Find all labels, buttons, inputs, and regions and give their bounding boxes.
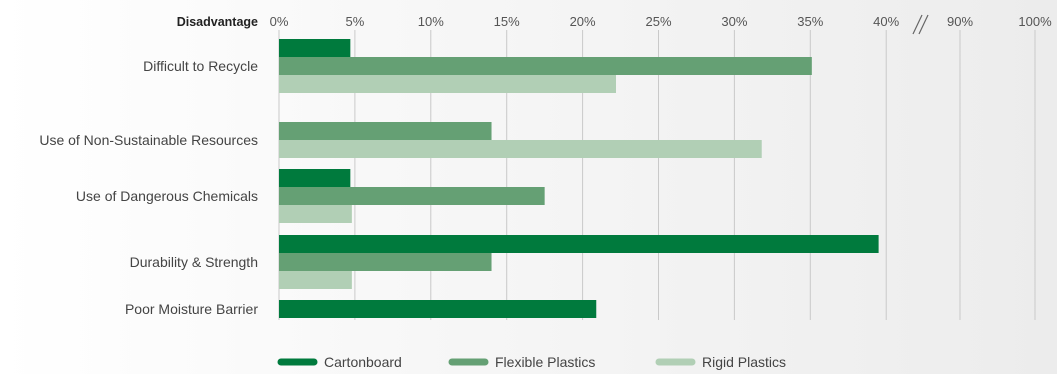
x-tick-label: 90% [947, 14, 973, 29]
x-tick-label: 10% [418, 14, 444, 29]
bar-cartonboard [279, 300, 597, 318]
category-label: Difficult to Recycle [143, 58, 258, 74]
bar-rigid-plastics [279, 271, 352, 289]
axis-title: Disadvantage [177, 15, 258, 29]
bar-rigid-plastics [279, 75, 616, 93]
bar-flexible-plastics [279, 122, 492, 140]
category-label: Poor Moisture Barrier [125, 301, 258, 317]
x-tick-label: 30% [721, 14, 747, 29]
x-axis-ticks: 0% 5% 10% 15% 20% 25% 30% 35% 40% 90% 100% [270, 14, 1052, 29]
legend-label: Flexible Plastics [495, 354, 595, 370]
bar-flexible-plastics [279, 253, 492, 271]
bars [279, 39, 879, 318]
bar-cartonboard [279, 235, 879, 253]
bar-rigid-plastics [279, 140, 762, 158]
category-label: Use of Non-Sustainable Resources [39, 132, 258, 148]
category-label: Durability & Strength [130, 254, 258, 270]
legend-label: Cartonboard [324, 354, 402, 370]
bar-flexible-plastics [279, 187, 545, 205]
bar-flexible-plastics [279, 57, 812, 75]
bar-cartonboard [279, 39, 351, 57]
category-label: Use of Dangerous Chemicals [76, 188, 258, 204]
x-tick-label: 15% [494, 14, 520, 29]
axis-break-icon [912, 14, 929, 35]
x-tick-label: 25% [645, 14, 671, 29]
legend: Cartonboard Flexible Plastics Rigid Plasti… [277, 354, 786, 370]
x-tick-label: 0% [270, 14, 289, 29]
category-labels: Difficult to Recycle Use of Non-Sustainab… [39, 58, 258, 317]
bar-cartonboard [279, 169, 351, 187]
x-tick-label: 35% [797, 14, 823, 29]
x-tick-label: 40% [873, 14, 899, 29]
legend-label: Rigid Plastics [702, 354, 786, 370]
x-tick-label: 100% [1018, 14, 1052, 29]
bar-rigid-plastics [279, 205, 352, 223]
x-tick-label: 20% [570, 14, 596, 29]
x-tick-label: 5% [346, 14, 365, 29]
